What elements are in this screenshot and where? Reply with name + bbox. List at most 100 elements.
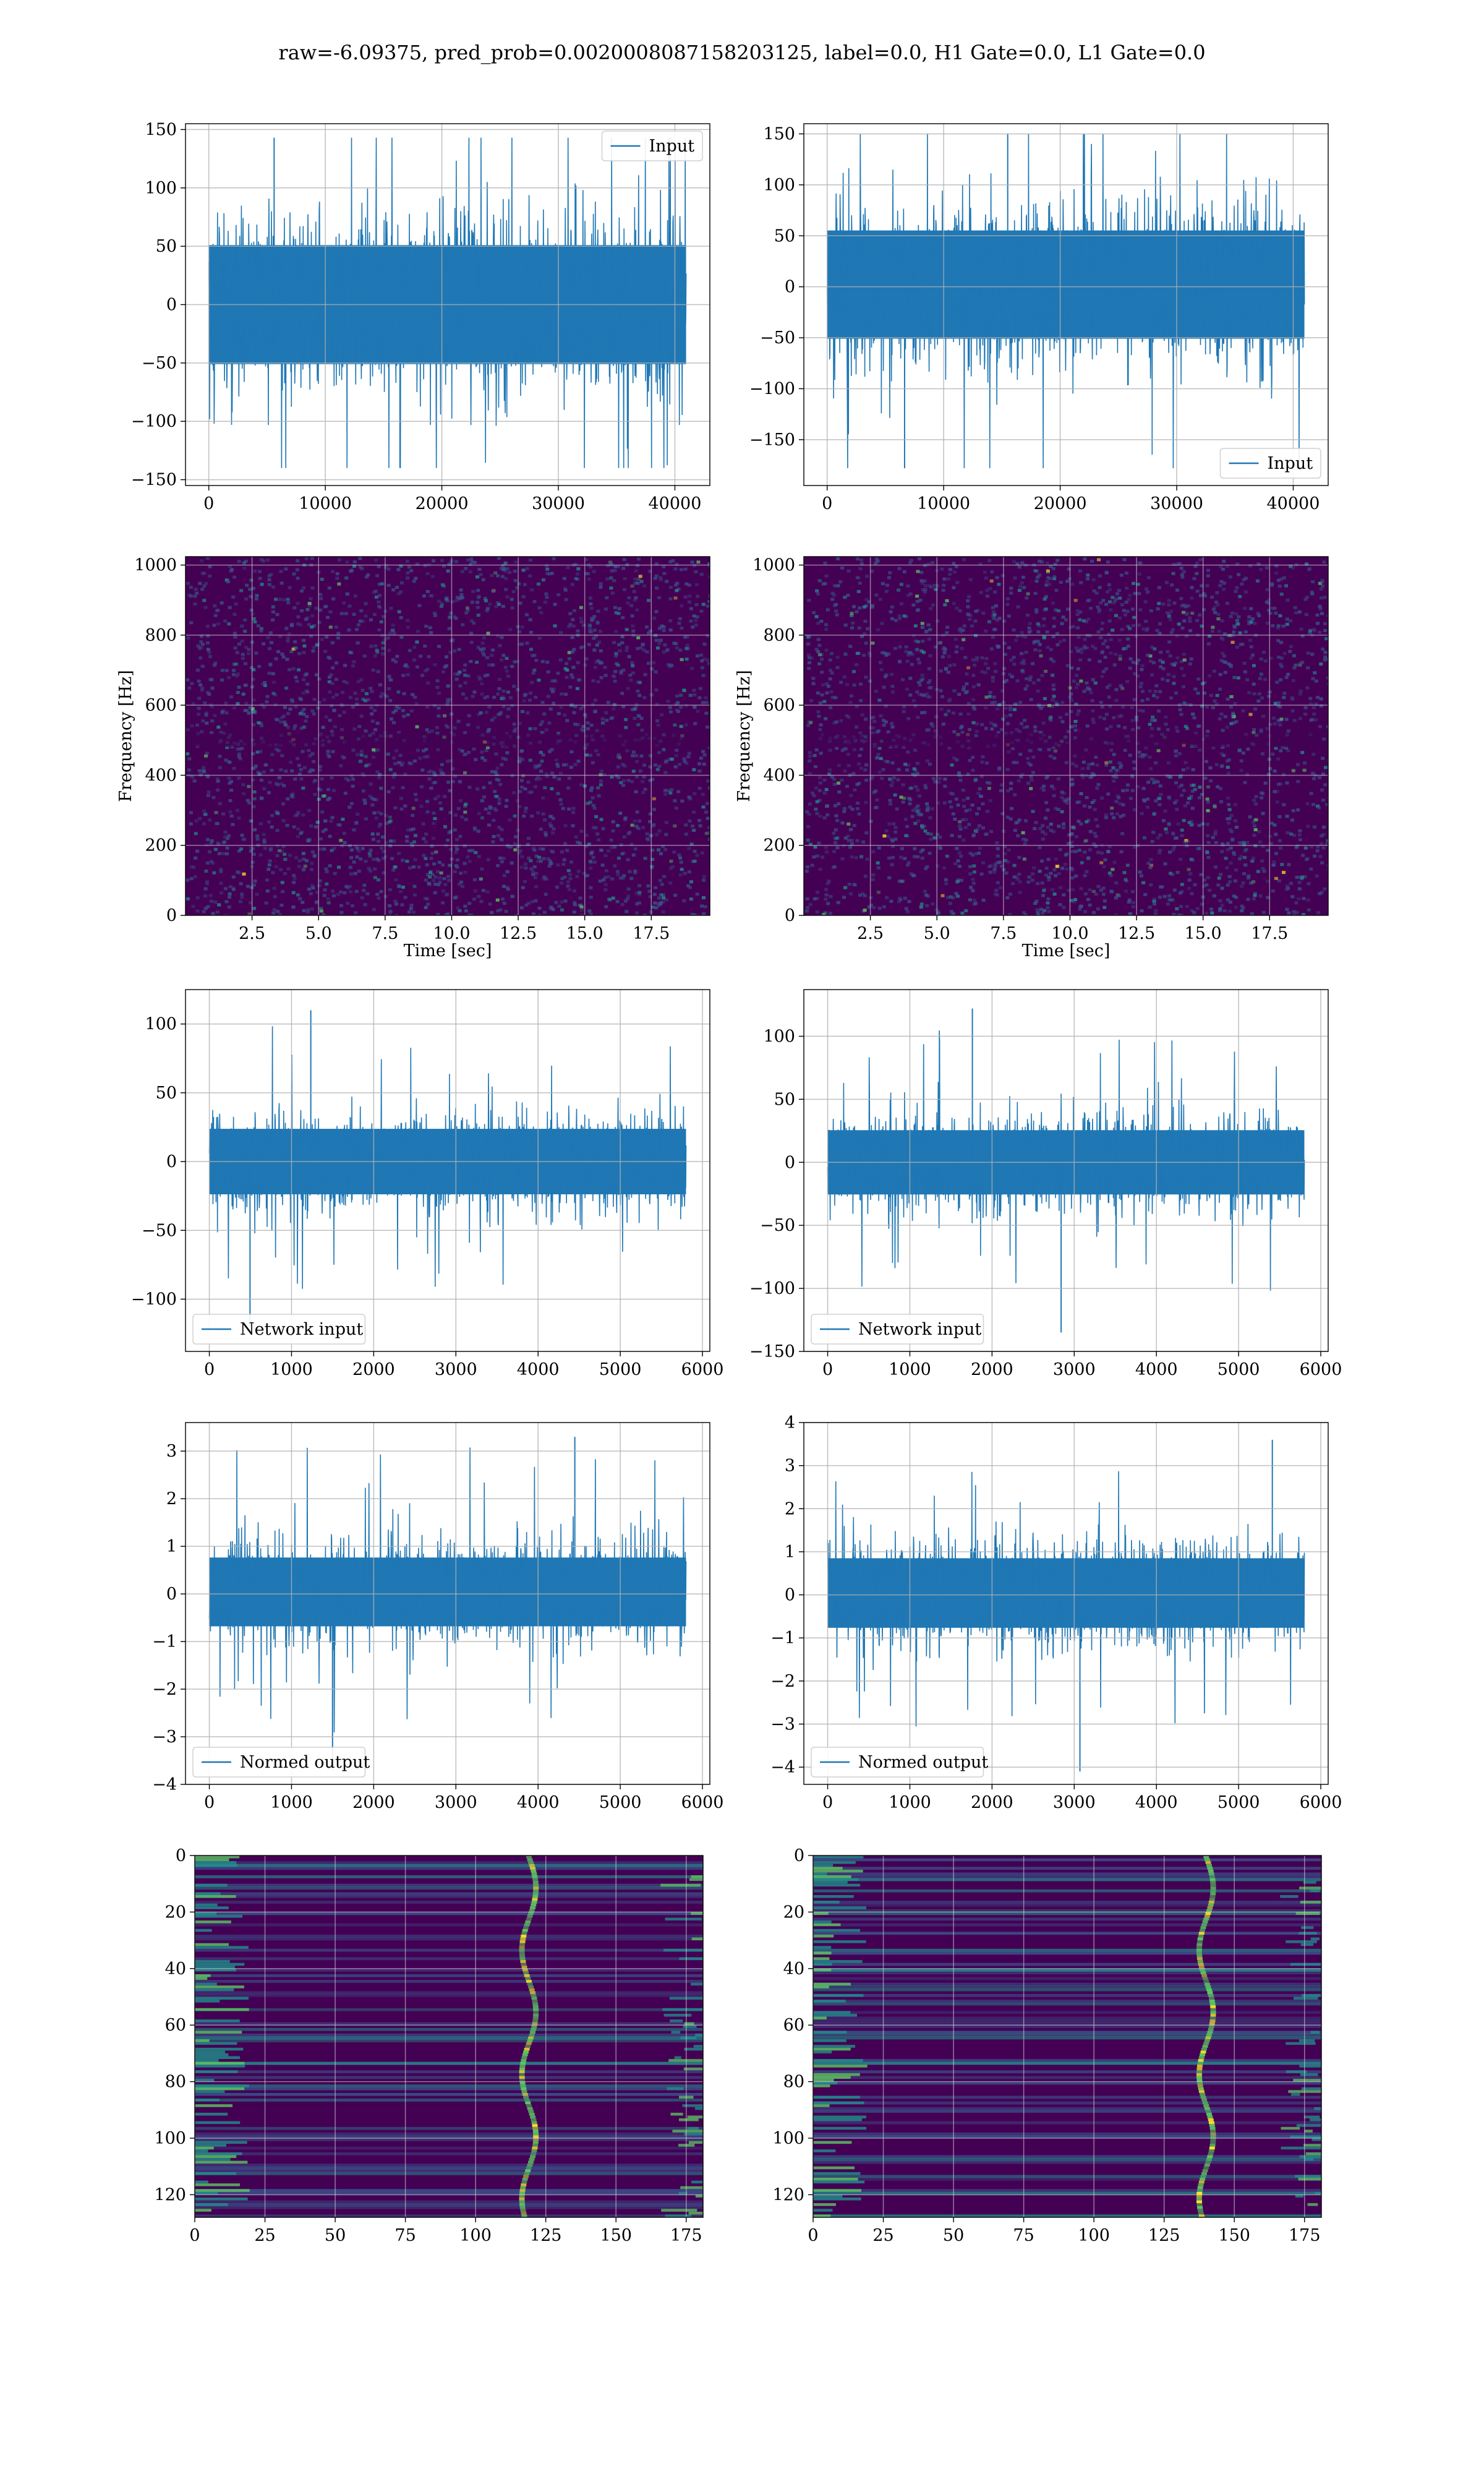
x-tick-label: 17.5 xyxy=(633,924,670,943)
x-tick-label: 10000 xyxy=(917,494,970,513)
x-tick-label: 0 xyxy=(204,1360,215,1379)
y-tick-label: −2 xyxy=(770,1672,795,1691)
x-tick-label: 20000 xyxy=(416,494,469,513)
x-tick-label: 75 xyxy=(1013,2226,1034,2245)
x-tick-label: 15.0 xyxy=(566,924,603,943)
y-tick-label: 120 xyxy=(154,2185,186,2204)
x-axis-label: Time [sec] xyxy=(1022,941,1111,961)
y-tick-label: 40 xyxy=(165,1959,186,1979)
x-tick-label: 150 xyxy=(1218,2226,1250,2245)
panel-spectrogram-h1: 2.5 5.0 7.5 10.0 12.5 15.0 17.5 0 200 400 600 800 10… xyxy=(116,544,742,965)
y-tick-label: −50 xyxy=(760,328,795,348)
series-5-line xyxy=(208,1026,687,1289)
plot-area xyxy=(804,557,1328,915)
y-tick-label: −3 xyxy=(152,1727,177,1747)
y-tick-label: 80 xyxy=(165,2073,186,2092)
x-tick-label: 2000 xyxy=(971,1793,1013,1812)
panel-normed-output-l1: 0 1000 2000 3000 4000 5000 6000 −4 −3 −2 −1 0 1 2 3 4 No… xyxy=(742,1410,1360,1818)
panel-feature-map-l1: 0 25 50 75 100 125 150 175 0 20 40 60 80 100 120 xyxy=(742,1843,1360,2251)
plot-spectrogram-h1: 2.5 5.0 7.5 10.0 12.5 15.0 17.5 0 200 400 600 800 10… xyxy=(116,556,710,961)
plot-spectrogram-l1: 2.5 5.0 7.5 10.0 12.5 15.0 17.5 0 200 400 600 800 10… xyxy=(735,556,1329,961)
panel-normed-output-h1: 0 1000 2000 3000 4000 5000 6000 −4 −3 −2 −1 0 1 2 3 Nor… xyxy=(124,1410,742,1818)
plot-input-l1: 0 10000 20000 30000 40000 −150 −100 −50 0 50 100 15… xyxy=(749,123,1329,513)
y-tick-label: 150 xyxy=(763,124,795,143)
y-tick-label: 0 xyxy=(794,1846,804,1865)
y-tick-label: 40 xyxy=(783,1959,804,1979)
panel-input-h1: 0 10000 20000 30000 40000 −150 −100 −50 0 50 100 15… xyxy=(124,111,742,520)
legend-label: Normed output xyxy=(858,1753,988,1772)
y-tick-label: 60 xyxy=(783,2016,804,2035)
y-tick-label: 1 xyxy=(166,1537,177,1556)
panel-network-input-l1: 0 1000 2000 3000 4000 5000 6000 −150 −100 −50 0 50 1… xyxy=(742,977,1360,1385)
x-tick-label: 2.5 xyxy=(239,924,265,943)
plot-input-h1: 0 10000 20000 30000 40000 −150 −100 −50 0 50 100 15… xyxy=(131,120,710,513)
x-tick-label: 7.5 xyxy=(990,924,1017,943)
y-tick-label: −3 xyxy=(770,1715,795,1734)
y-tick-label: 100 xyxy=(763,176,795,195)
y-tick-label: 20 xyxy=(165,1903,186,1922)
dark-band xyxy=(186,733,710,748)
y-tick-label: 400 xyxy=(145,766,177,785)
x-tick-label: 1000 xyxy=(270,1360,313,1379)
y-tick-label: 2 xyxy=(166,1489,177,1509)
x-tick-label: 4000 xyxy=(517,1793,560,1812)
plot-area xyxy=(208,1010,687,1327)
y-tick-label: 600 xyxy=(145,696,177,715)
legend: Input xyxy=(1219,448,1321,479)
y-tick-label: 100 xyxy=(145,1015,177,1034)
x-tick-label: 175 xyxy=(1289,2226,1321,2245)
y-tick-label: 0 xyxy=(176,1846,186,1865)
y-tick-label: 100 xyxy=(145,179,177,198)
plot-normed-output-h1: 0 1000 2000 3000 4000 5000 6000 −4 −3 −2 −1 0 1 2 3 Nor… xyxy=(152,1422,723,1812)
y-tick-label: 1 xyxy=(785,1543,795,1562)
y-tick-label: −4 xyxy=(770,1758,795,1777)
x-tick-label: 2000 xyxy=(352,1360,395,1379)
x-tick-label: 2.5 xyxy=(857,924,884,943)
x-tick-label: 20000 xyxy=(1034,494,1087,513)
y-tick-label: −100 xyxy=(749,379,795,398)
y-tick-label: −50 xyxy=(760,1216,795,1235)
panel-feature-map-h1: 0 25 50 75 100 125 150 175 0 20 40 60 80 100 120 xyxy=(124,1843,742,2251)
x-tick-label: 25 xyxy=(254,2226,275,2245)
x-tick-label: 5000 xyxy=(1217,1793,1260,1812)
y-tick-label: 100 xyxy=(154,2129,186,2148)
x-tick-label: 3000 xyxy=(1053,1360,1096,1379)
x-tick-label: 1000 xyxy=(270,1793,313,1812)
x-tick-label: 175 xyxy=(670,2226,702,2245)
plot-area xyxy=(208,137,687,468)
x-tick-label: 4000 xyxy=(1135,1360,1178,1379)
x-tick-label: 10000 xyxy=(299,494,352,513)
y-tick-label: 1000 xyxy=(753,556,795,575)
grid xyxy=(186,1423,710,1785)
y-tick-label: −100 xyxy=(131,412,177,431)
plot-area xyxy=(813,1856,1321,2217)
x-tick-label: 12.5 xyxy=(500,924,537,943)
y-tick-label: 150 xyxy=(145,120,177,139)
x-tick-label: 5000 xyxy=(599,1793,642,1812)
grid xyxy=(186,124,710,486)
x-tick-label: 30000 xyxy=(1150,494,1203,513)
y-tick-label: 0 xyxy=(785,1586,795,1605)
x-tick-label: 125 xyxy=(1148,2226,1180,2245)
x-tick-label: 0 xyxy=(204,1793,215,1812)
legend-label: Normed output xyxy=(240,1753,370,1772)
dark-band xyxy=(804,733,1328,748)
y-tick-label: −150 xyxy=(749,1342,795,1361)
x-tick-label: 3000 xyxy=(435,1360,477,1379)
legend-label: Input xyxy=(1268,454,1313,473)
x-tick-label: 40000 xyxy=(1267,494,1320,513)
plot-feature-map-h1: 0 25 50 75 100 125 150 175 0 20 40 60 80 100 120 xyxy=(154,1846,704,2245)
plot-area xyxy=(186,557,710,915)
x-tick-label: 0 xyxy=(189,2226,200,2245)
y-tick-label: 0 xyxy=(785,906,795,925)
y-tick-label: 200 xyxy=(145,836,177,855)
x-tick-label: 0 xyxy=(203,494,214,513)
x-tick-label: 6000 xyxy=(1300,1793,1342,1812)
y-tick-label: 20 xyxy=(783,1903,804,1922)
plot-area xyxy=(827,1439,1305,1772)
series-6-line xyxy=(827,1030,1305,1291)
plot-area xyxy=(195,1856,703,2217)
grid xyxy=(194,1855,703,2217)
legend-label: Network input xyxy=(240,1320,363,1339)
legend-label: Network input xyxy=(858,1320,981,1339)
